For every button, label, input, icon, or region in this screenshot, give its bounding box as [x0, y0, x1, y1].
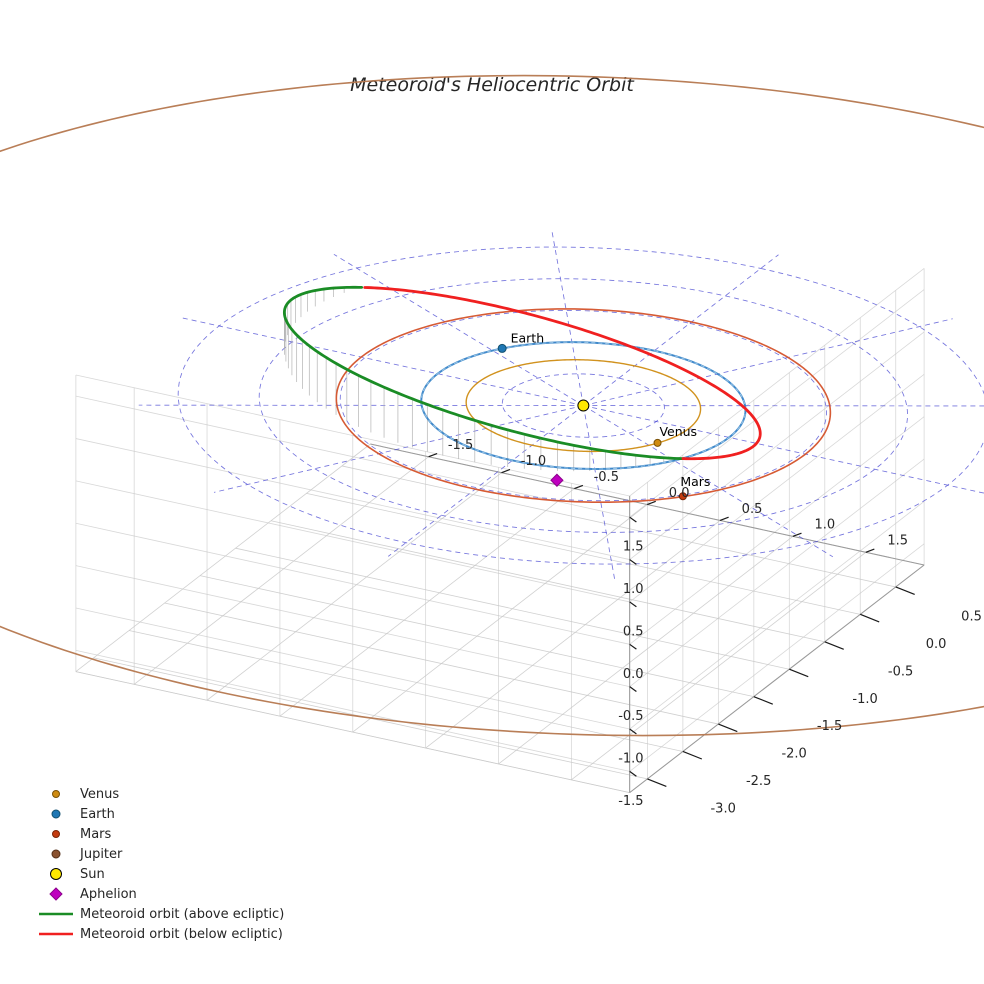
green-line-icon — [36, 904, 76, 924]
axis-tick-labels: -3.0 -2.5 -2.0 -1.5 -1.0 -0.5 0.0 0.5 -1.5 -1.0 -0… — [428, 438, 982, 817]
axis-tick-label: 0.5 — [742, 502, 763, 517]
legend-label: Mars — [80, 826, 112, 842]
page-title: Meteoroid's Heliocentric Orbit — [350, 74, 634, 96]
body-labels: Mars Venus Earth — [511, 331, 711, 489]
legend-item[interactable]: Meteoroid orbit (above ecliptic) — [36, 904, 284, 924]
meteoroid-orbit-curve — [282, 285, 762, 461]
legend-item[interactable]: Sun — [36, 864, 284, 884]
axis-tick-label: 0.0 — [623, 667, 644, 682]
legend-item[interactable]: Earth — [36, 804, 284, 824]
axis-tick-label: -1.0 — [852, 692, 877, 707]
sun-marker-icon — [36, 864, 76, 884]
axis-tick-label: 0.5 — [623, 624, 644, 639]
legend-label: Venus — [80, 786, 120, 802]
axis-tick-label: 1.0 — [815, 518, 836, 533]
legend-label: Jupiter — [80, 846, 123, 862]
axis-tick-label: -0.5 — [594, 470, 619, 485]
axis-tick-label: 0.0 — [926, 637, 947, 652]
axis-tick-label: 1.5 — [623, 540, 644, 555]
axis-tick-label: -1.0 — [521, 454, 546, 469]
earth-marker-icon — [36, 804, 76, 824]
axis-tick-label: 0.0 — [669, 486, 690, 501]
axis-tick-label: 1.5 — [887, 534, 908, 549]
axis-tick-label: -1.5 — [618, 794, 643, 809]
axis-tick-label: 0.5 — [961, 610, 982, 625]
orbit-stem-lines — [284, 287, 665, 472]
axis-tick-label: -0.5 — [618, 709, 643, 724]
axis-tick-label: -2.0 — [781, 747, 806, 762]
body-label: Mars — [680, 474, 710, 489]
venus-marker — [653, 438, 662, 447]
body-markers — [497, 343, 687, 501]
venus-marker-icon — [36, 784, 76, 804]
legend-label: Aphelion — [80, 886, 137, 902]
axis-tick-label: -2.5 — [746, 774, 771, 789]
axis-tick-label: -0.5 — [888, 664, 913, 679]
planet-orbit-curves — [0, 74, 984, 737]
legend-item[interactable]: Meteoroid orbit (below ecliptic) — [36, 924, 284, 944]
legend-label: Sun — [80, 866, 105, 882]
legend-item[interactable]: Mars — [36, 824, 284, 844]
sun-marker — [577, 399, 590, 412]
legend-item[interactable]: Jupiter — [36, 844, 284, 864]
aphelion-marker-icon — [36, 884, 76, 904]
axis-tick-label: 1.0 — [623, 582, 644, 597]
legend-label: Meteoroid orbit (above ecliptic) — [80, 906, 285, 922]
jupiter-marker-icon — [36, 844, 76, 864]
axis-tick-label: -1.5 — [448, 438, 473, 453]
ecliptic-polar-grid — [138, 231, 984, 581]
aphelion-marker — [550, 473, 564, 487]
axis-tick-label: -3.0 — [710, 802, 735, 817]
axis-tick-label: -1.5 — [817, 719, 842, 734]
legend-item[interactable]: Venus — [36, 784, 284, 804]
body-label: Earth — [511, 331, 545, 346]
legend-label: Meteoroid orbit (below ecliptic) — [80, 926, 283, 942]
red-line-icon — [36, 924, 76, 944]
body-label: Venus — [659, 424, 697, 439]
legend-item[interactable]: Aphelion — [36, 884, 284, 904]
legend: Venus Earth Mars Jupiter Sun Aphelion Me… — [36, 784, 284, 944]
mars-marker — [678, 492, 687, 501]
axis-tick-label: -1.0 — [618, 752, 643, 767]
mars-marker-icon — [36, 824, 76, 844]
legend-label: Earth — [80, 806, 115, 822]
earth-marker — [497, 343, 507, 353]
